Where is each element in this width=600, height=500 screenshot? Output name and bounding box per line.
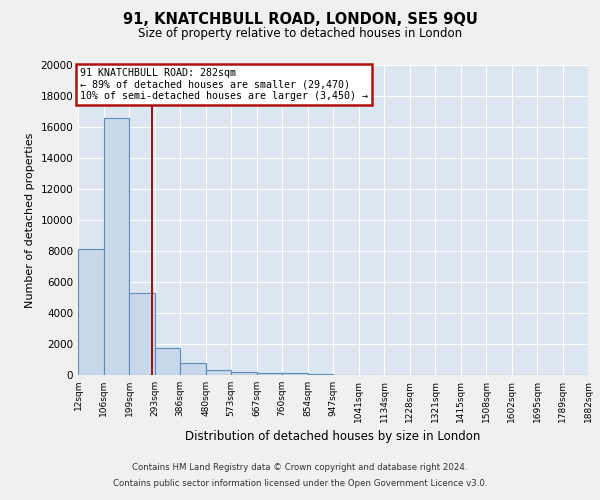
Bar (78, 250, 104, 375)
Bar (206, 370, 231, 375)
Y-axis label: Number of detached properties: Number of detached properties (25, 132, 35, 308)
X-axis label: Distribution of detached houses by size in London: Distribution of detached houses by size … (185, 430, 481, 444)
Bar (155, 348, 180, 375)
Bar (257, 372, 282, 375)
Text: 91, KNATCHBULL ROAD, LONDON, SE5 9QU: 91, KNATCHBULL ROAD, LONDON, SE5 9QU (122, 12, 478, 28)
Text: Contains HM Land Registry data © Crown copyright and database right 2024.: Contains HM Land Registry data © Crown c… (132, 464, 468, 472)
Bar (104, 118, 129, 375)
Bar (308, 374, 333, 375)
Text: 91 KNATCHBULL ROAD: 282sqm
← 89% of detached houses are smaller (29,470)
10% of : 91 KNATCHBULL ROAD: 282sqm ← 89% of deta… (80, 68, 368, 102)
Bar (180, 362, 206, 375)
Bar (231, 372, 257, 375)
Text: Size of property relative to detached houses in London: Size of property relative to detached ho… (138, 28, 462, 40)
Bar (129, 293, 155, 375)
Text: Contains public sector information licensed under the Open Government Licence v3: Contains public sector information licen… (113, 478, 487, 488)
Bar (282, 374, 308, 375)
